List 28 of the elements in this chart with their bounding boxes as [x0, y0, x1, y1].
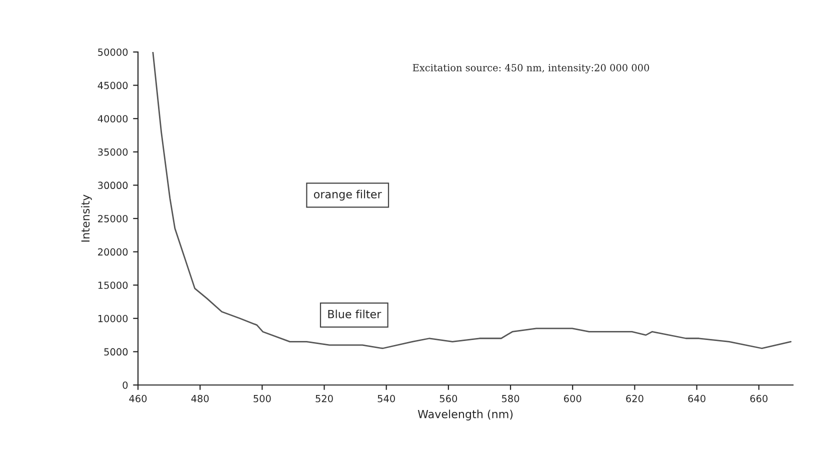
- annotation: Blue filter: [328, 310, 382, 318]
- x-tick-label: 480: [191, 394, 209, 402]
- annotation: Excitation source: 450 nm, intensity:20 000 000: [412, 64, 650, 74]
- y-tick-label: 25000: [98, 214, 128, 222]
- y-tick-label: 50000: [98, 48, 128, 56]
- y-tick-label: 35000: [98, 148, 128, 156]
- y-axis-title: Intensity: [81, 194, 92, 242]
- annotation: orange filter: [314, 190, 382, 201]
- y-tick-label: 20000: [98, 248, 128, 256]
- x-tick-label: 660: [750, 394, 768, 402]
- x-tick-label: 500: [254, 394, 271, 402]
- x-tick-label: 580: [502, 394, 520, 402]
- y-tick-label: 30000: [98, 182, 128, 190]
- x-tick-label: 520: [316, 394, 333, 402]
- x-tick-label: 460: [129, 394, 147, 402]
- x-tick-label: 640: [688, 394, 706, 402]
- x-tick-label: 620: [626, 394, 644, 402]
- y-tick-label: 40000: [98, 115, 128, 122]
- y-tick-label: 5000: [104, 348, 128, 356]
- line-series: [152, 52, 792, 350]
- y-tick-label: 15000: [98, 282, 128, 289]
- x-axis-title: Wavelength (nm): [418, 410, 513, 420]
- x-tick-label: 600: [564, 394, 582, 402]
- x-tick-label: 540: [378, 394, 395, 402]
- y-tick-label: 45000: [98, 82, 128, 90]
- y-tick-label: 10000: [98, 314, 128, 322]
- y-tick-label: 0: [122, 381, 128, 389]
- x-tick-label: 560: [440, 394, 458, 402]
